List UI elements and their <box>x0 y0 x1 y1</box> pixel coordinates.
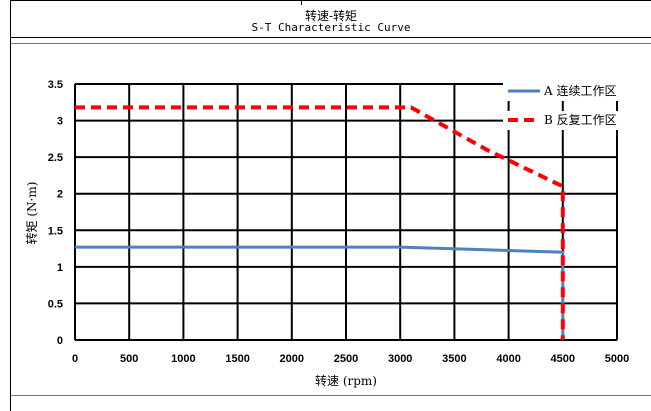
y-tick-label: 2.5 <box>48 152 63 164</box>
x-tick-label: 3000 <box>388 353 412 365</box>
y-axis-title: 转矩 (N·m) <box>24 182 39 245</box>
x-tick-label: 3500 <box>442 353 466 365</box>
y-tick-label: 1 <box>57 262 63 274</box>
y-tick-label: 1.5 <box>48 225 63 237</box>
header-top-border <box>11 0 651 1</box>
y-tick-label: 3.5 <box>48 79 63 91</box>
plot-area-bottom-border <box>11 395 651 396</box>
header-divider-stub <box>301 0 302 5</box>
x-tick-label: 0 <box>72 353 78 365</box>
legend-item-background <box>503 111 638 130</box>
x-axis-tick-labels: 0 500 1000 1500 2000 2500 3000 3500 4000 4500 5000 <box>72 353 629 365</box>
legend-label: A 连续工作区 <box>543 83 616 98</box>
chart-frame <box>10 0 651 411</box>
plot-area-top-border <box>11 43 651 44</box>
header-separator <box>11 37 651 38</box>
y-tick-label: 0.5 <box>48 298 63 310</box>
x-tick-label: 4500 <box>551 353 575 365</box>
y-axis-tick-labels: 0 0.5 1 1.5 2 2.5 3 3.5 <box>48 79 63 347</box>
x-tick-label: 5000 <box>605 353 629 365</box>
x-tick-label: 500 <box>120 353 138 365</box>
y-tick-label: 3 <box>57 116 63 128</box>
x-tick-label: 2000 <box>280 353 304 365</box>
x-tick-label: 1500 <box>225 353 249 365</box>
chart-title-english: S-T Characteristic Curve <box>251 21 411 34</box>
legend-item-background <box>503 82 638 101</box>
x-tick-label: 4000 <box>496 353 520 365</box>
y-tick-label: 0 <box>57 335 63 347</box>
x-tick-label: 2500 <box>334 353 358 365</box>
legend-label: B 反复工作区 <box>544 113 617 127</box>
x-axis-title: 转速 (rpm) <box>315 373 377 388</box>
data-series <box>75 105 565 340</box>
series-line-a <box>75 245 565 340</box>
chart-title-chinese: 转速-转矩 <box>304 9 358 23</box>
x-tick-label: 1000 <box>171 353 195 365</box>
legend: A 连续工作区 B 反复工作区 <box>503 82 638 130</box>
series-line-b <box>75 105 565 340</box>
y-tick-label: 2 <box>57 189 63 201</box>
